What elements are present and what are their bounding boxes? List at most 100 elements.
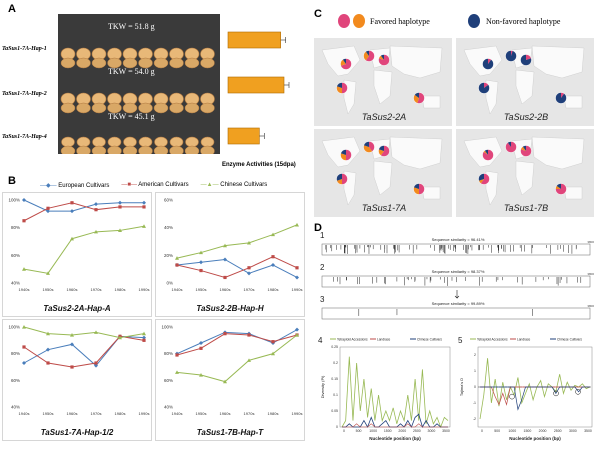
- x-tick-label: 1950s: [196, 411, 207, 416]
- cultivar-line-charts: 100%80%60%40%1940s 1950s 1960s 1970s 1980s 19…: [2, 192, 305, 441]
- seed: [138, 136, 153, 148]
- tkw-hap1: TKW = 51.8 g: [108, 22, 155, 31]
- continent-shape: [373, 160, 393, 196]
- y-tick-label: 100%: [161, 325, 173, 330]
- pie-outline: [478, 82, 490, 94]
- pie-slice: [555, 92, 567, 104]
- x-tick-label: 3000: [569, 429, 577, 433]
- seed: [92, 136, 106, 148]
- data-point: [46, 209, 50, 214]
- sequence-track: [321, 307, 591, 320]
- map-label: TaSus2-2B: [504, 112, 548, 122]
- x-axis-label: Nucleotide position (bp): [509, 436, 561, 441]
- pie-slice: [478, 179, 484, 184]
- series-line: [23, 335, 145, 368]
- y-tick-label: 60%: [11, 253, 20, 258]
- x-tick-label: 3500: [442, 429, 450, 433]
- data-point: [199, 250, 203, 255]
- y-tick-label: 100%: [8, 198, 20, 203]
- legend-label: Chinese Cultivars: [557, 338, 582, 342]
- arrow-icon: [454, 290, 460, 299]
- enzyme-bar-2: [227, 76, 285, 94]
- x-tick-label: 1940s: [172, 287, 183, 292]
- x-tick-label: 1990s: [139, 411, 150, 416]
- pie-slice: [482, 58, 494, 70]
- seed: [91, 145, 107, 157]
- data-point: [70, 201, 74, 205]
- x-axis-label: Nucleotide position (bp): [369, 436, 421, 441]
- legend-favored: Favored haplotype: [370, 17, 430, 26]
- series-line: [23, 326, 145, 339]
- series-line: [341, 356, 449, 429]
- pie-slice: [336, 86, 342, 94]
- x-tick-label: 2500: [554, 429, 562, 433]
- pie-outline: [555, 92, 567, 104]
- y-tick-label: -2: [473, 417, 476, 421]
- x-tick-label: 0: [481, 429, 483, 433]
- x-tick-label: 0: [343, 429, 345, 433]
- x-tick-label: 1980s: [268, 411, 279, 416]
- y-tick-label: 60%: [11, 378, 20, 383]
- seed: [138, 102, 153, 114]
- legend-label: Landrace: [517, 338, 531, 342]
- track-number: 1: [320, 231, 325, 240]
- y-tick-label: 0.1: [333, 393, 338, 397]
- seed: [76, 102, 91, 114]
- y-tick-label: 20%: [164, 253, 173, 258]
- legend-label: Tetraploid Accessions: [337, 338, 368, 342]
- haplotype-world-maps: TaSus2-2A TaSus2-2B TaSus1-7A TaSus1-7B: [314, 38, 594, 217]
- x-tick-label: 2000: [398, 429, 406, 433]
- data-point: [142, 335, 146, 340]
- x-tick-label: 1940s: [172, 411, 183, 416]
- data-point: [22, 345, 26, 349]
- tkw-hap4: TKW = 45.1 g: [108, 112, 155, 121]
- pie-slice: [484, 149, 488, 155]
- pie-slice: [346, 149, 352, 161]
- continent-shape: [515, 160, 535, 196]
- pie-slice: [478, 173, 484, 181]
- seed: [91, 57, 107, 69]
- track-end: 3800: [587, 304, 594, 308]
- x-tick-label: 1000: [369, 429, 377, 433]
- pie-outline: [378, 145, 390, 157]
- x-tick-label: 1970s: [91, 287, 102, 292]
- data-point: [94, 202, 98, 207]
- seed: [169, 57, 184, 69]
- pie-slice: [340, 58, 352, 70]
- data-point: [223, 379, 227, 384]
- seed: [122, 57, 138, 69]
- seed: [185, 136, 199, 148]
- seed: [138, 145, 153, 157]
- seed: [184, 102, 200, 114]
- data-point: [94, 330, 98, 334]
- pie-slice: [378, 55, 384, 60]
- continent-shape: [531, 45, 585, 79]
- seed: [200, 136, 215, 148]
- data-point: [295, 275, 299, 280]
- sequence-similarity: Sequence similarity = 96.41%: [432, 237, 485, 242]
- data-point: [70, 236, 74, 241]
- y-tick-label: 0.2: [333, 361, 338, 365]
- data-point: [118, 228, 122, 233]
- chart-frame: [155, 319, 305, 441]
- legend-label: Chinese Cultivars: [417, 338, 442, 342]
- pie-slice: [363, 141, 369, 147]
- data-point: [271, 263, 275, 268]
- x-tick-label: 1500: [384, 429, 392, 433]
- chart-title: TaSus2-2A-Hap-A: [43, 304, 110, 313]
- data-point: [118, 205, 122, 209]
- data-point: [94, 208, 98, 212]
- pie-outline: [363, 50, 375, 62]
- pie-slice: [363, 145, 373, 153]
- panel-b-legend: —◆— European Cultivars —■— American Cult…: [40, 182, 310, 189]
- x-tick-label: 1960s: [67, 411, 78, 416]
- y-tick-label: 0%: [166, 281, 173, 286]
- diversity-plot: 4 Tetraploid Accessions Landrace Chinese Cu…: [318, 336, 451, 441]
- pie-slice: [417, 92, 425, 104]
- pie-slice: [555, 185, 561, 189]
- data-point: [46, 361, 50, 365]
- seed: [200, 57, 215, 69]
- pie-slice: [336, 179, 342, 185]
- pie-slice: [511, 50, 513, 56]
- data-point: [46, 206, 50, 210]
